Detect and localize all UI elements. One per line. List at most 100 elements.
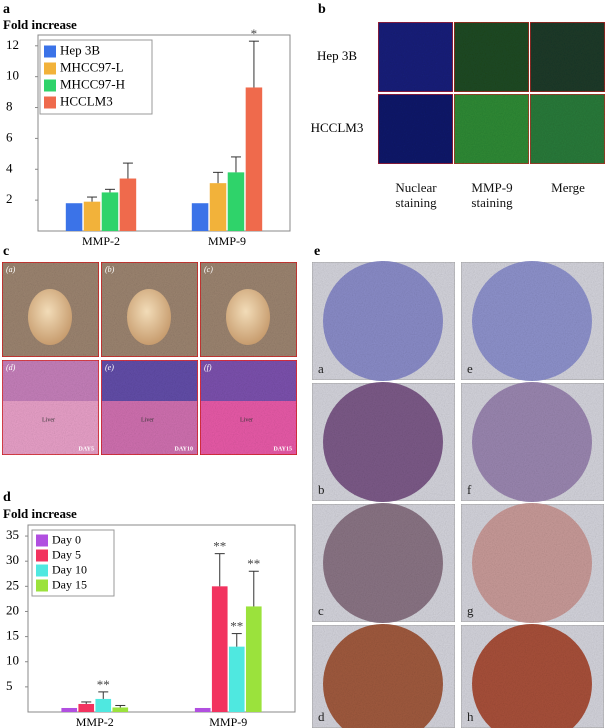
bar — [119, 178, 137, 231]
tissue-label: Liver — [141, 417, 154, 423]
tma-core — [323, 503, 443, 623]
y-tick-label: 30 — [6, 552, 19, 567]
legend-label: HCCLM3 — [60, 93, 113, 108]
legend-swatch — [36, 534, 48, 547]
micrograph — [377, 21, 454, 93]
tma-core — [472, 624, 592, 728]
column-label: MMP-9 staining — [471, 180, 513, 210]
bar — [83, 201, 101, 231]
day-label: DAY15 — [274, 446, 292, 452]
legend-swatch — [44, 96, 56, 109]
legend-swatch — [36, 579, 48, 592]
image-letter: g — [467, 603, 474, 618]
bar — [101, 192, 119, 231]
annotation: ** — [230, 619, 243, 634]
legend-swatch — [44, 79, 56, 92]
legend-label: MHCC97-H — [60, 76, 125, 91]
bar — [227, 172, 245, 231]
legend-label: Day 5 — [52, 547, 81, 561]
plot-frame — [27, 524, 296, 713]
micrograph — [377, 93, 454, 165]
annotation: ** — [213, 539, 226, 554]
annotation: ** — [247, 556, 260, 571]
column-label: Merge — [551, 180, 585, 195]
bar — [112, 707, 129, 712]
annotation: ** — [97, 677, 110, 692]
legend-label: Day 10 — [52, 562, 87, 576]
bar — [95, 698, 112, 712]
y-tick-label: 5 — [6, 678, 13, 693]
row-label: HCCLM3 — [311, 120, 364, 135]
column-label: Nuclear staining — [395, 180, 437, 210]
y-axis-label: Fold increase — [3, 506, 77, 521]
tumor — [127, 289, 171, 345]
panel-letter: c — [3, 244, 9, 259]
y-tick-label: 25 — [6, 577, 19, 592]
tma-core — [472, 503, 592, 623]
y-tick-label: 8 — [6, 99, 13, 114]
bar — [194, 707, 211, 712]
image-label: (a) — [6, 265, 16, 274]
day-label: DAY10 — [175, 446, 193, 452]
image-letter: a — [318, 361, 324, 376]
micrograph — [529, 93, 606, 165]
panel-letter: a — [3, 2, 10, 17]
plot-frame — [37, 34, 291, 232]
legend-box — [39, 39, 153, 115]
x-tick-label: MMP-2 — [76, 715, 114, 728]
legend-swatch — [44, 62, 56, 75]
x-tick-label: MMP-2 — [82, 234, 120, 248]
image-letter: c — [318, 603, 324, 618]
image-label: (c) — [204, 265, 213, 274]
legend-label: MHCC97-L — [60, 59, 124, 74]
legend-swatch — [36, 564, 48, 577]
legend-label: Hep 3B — [60, 42, 100, 57]
annotation: * — [251, 26, 258, 41]
panel-letter: d — [3, 490, 11, 505]
bar — [78, 703, 95, 712]
legend-label: Day 0 — [52, 532, 81, 546]
y-tick-label: 6 — [6, 129, 13, 144]
image-letter: b — [318, 482, 325, 497]
image-letter: d — [318, 709, 325, 724]
image-letter: h — [467, 709, 474, 724]
tma-core — [323, 261, 443, 381]
panel-letter: e — [314, 244, 320, 259]
panel-letter: b — [318, 2, 326, 17]
tma-core — [323, 624, 443, 728]
micrograph — [453, 93, 530, 165]
tumor — [226, 289, 270, 345]
y-tick-label: 35 — [6, 527, 19, 542]
image-letter: e — [467, 361, 473, 376]
bar — [65, 203, 83, 231]
y-tick-label: 10 — [6, 68, 19, 83]
image-label: (e) — [105, 363, 114, 372]
bar — [245, 87, 263, 231]
x-tick-label: MMP-9 — [209, 715, 247, 728]
tma-core — [323, 382, 443, 502]
tma-core — [472, 261, 592, 381]
image-label: (b) — [105, 265, 115, 274]
bar — [245, 606, 262, 712]
y-tick-label: 10 — [6, 653, 19, 668]
image-label: (f) — [204, 363, 212, 372]
tissue-label: Liver — [240, 417, 253, 423]
legend-swatch — [44, 45, 56, 58]
histology-band — [102, 361, 197, 401]
y-tick-label: 2 — [6, 191, 13, 206]
bar — [61, 707, 78, 712]
y-tick-label: 4 — [6, 160, 13, 175]
bar — [191, 203, 209, 231]
x-tick-label: MMP-9 — [208, 234, 246, 248]
y-tick-label: 20 — [6, 602, 19, 617]
image-label: (d) — [6, 363, 16, 372]
tma-core — [472, 382, 592, 502]
y-axis-label: Fold increase — [3, 17, 77, 32]
row-label: Hep 3B — [317, 48, 357, 63]
y-tick-label: 12 — [6, 37, 19, 52]
day-label: DAY5 — [79, 446, 94, 452]
tissue-label: Liver — [42, 417, 55, 423]
micrograph — [529, 21, 606, 93]
